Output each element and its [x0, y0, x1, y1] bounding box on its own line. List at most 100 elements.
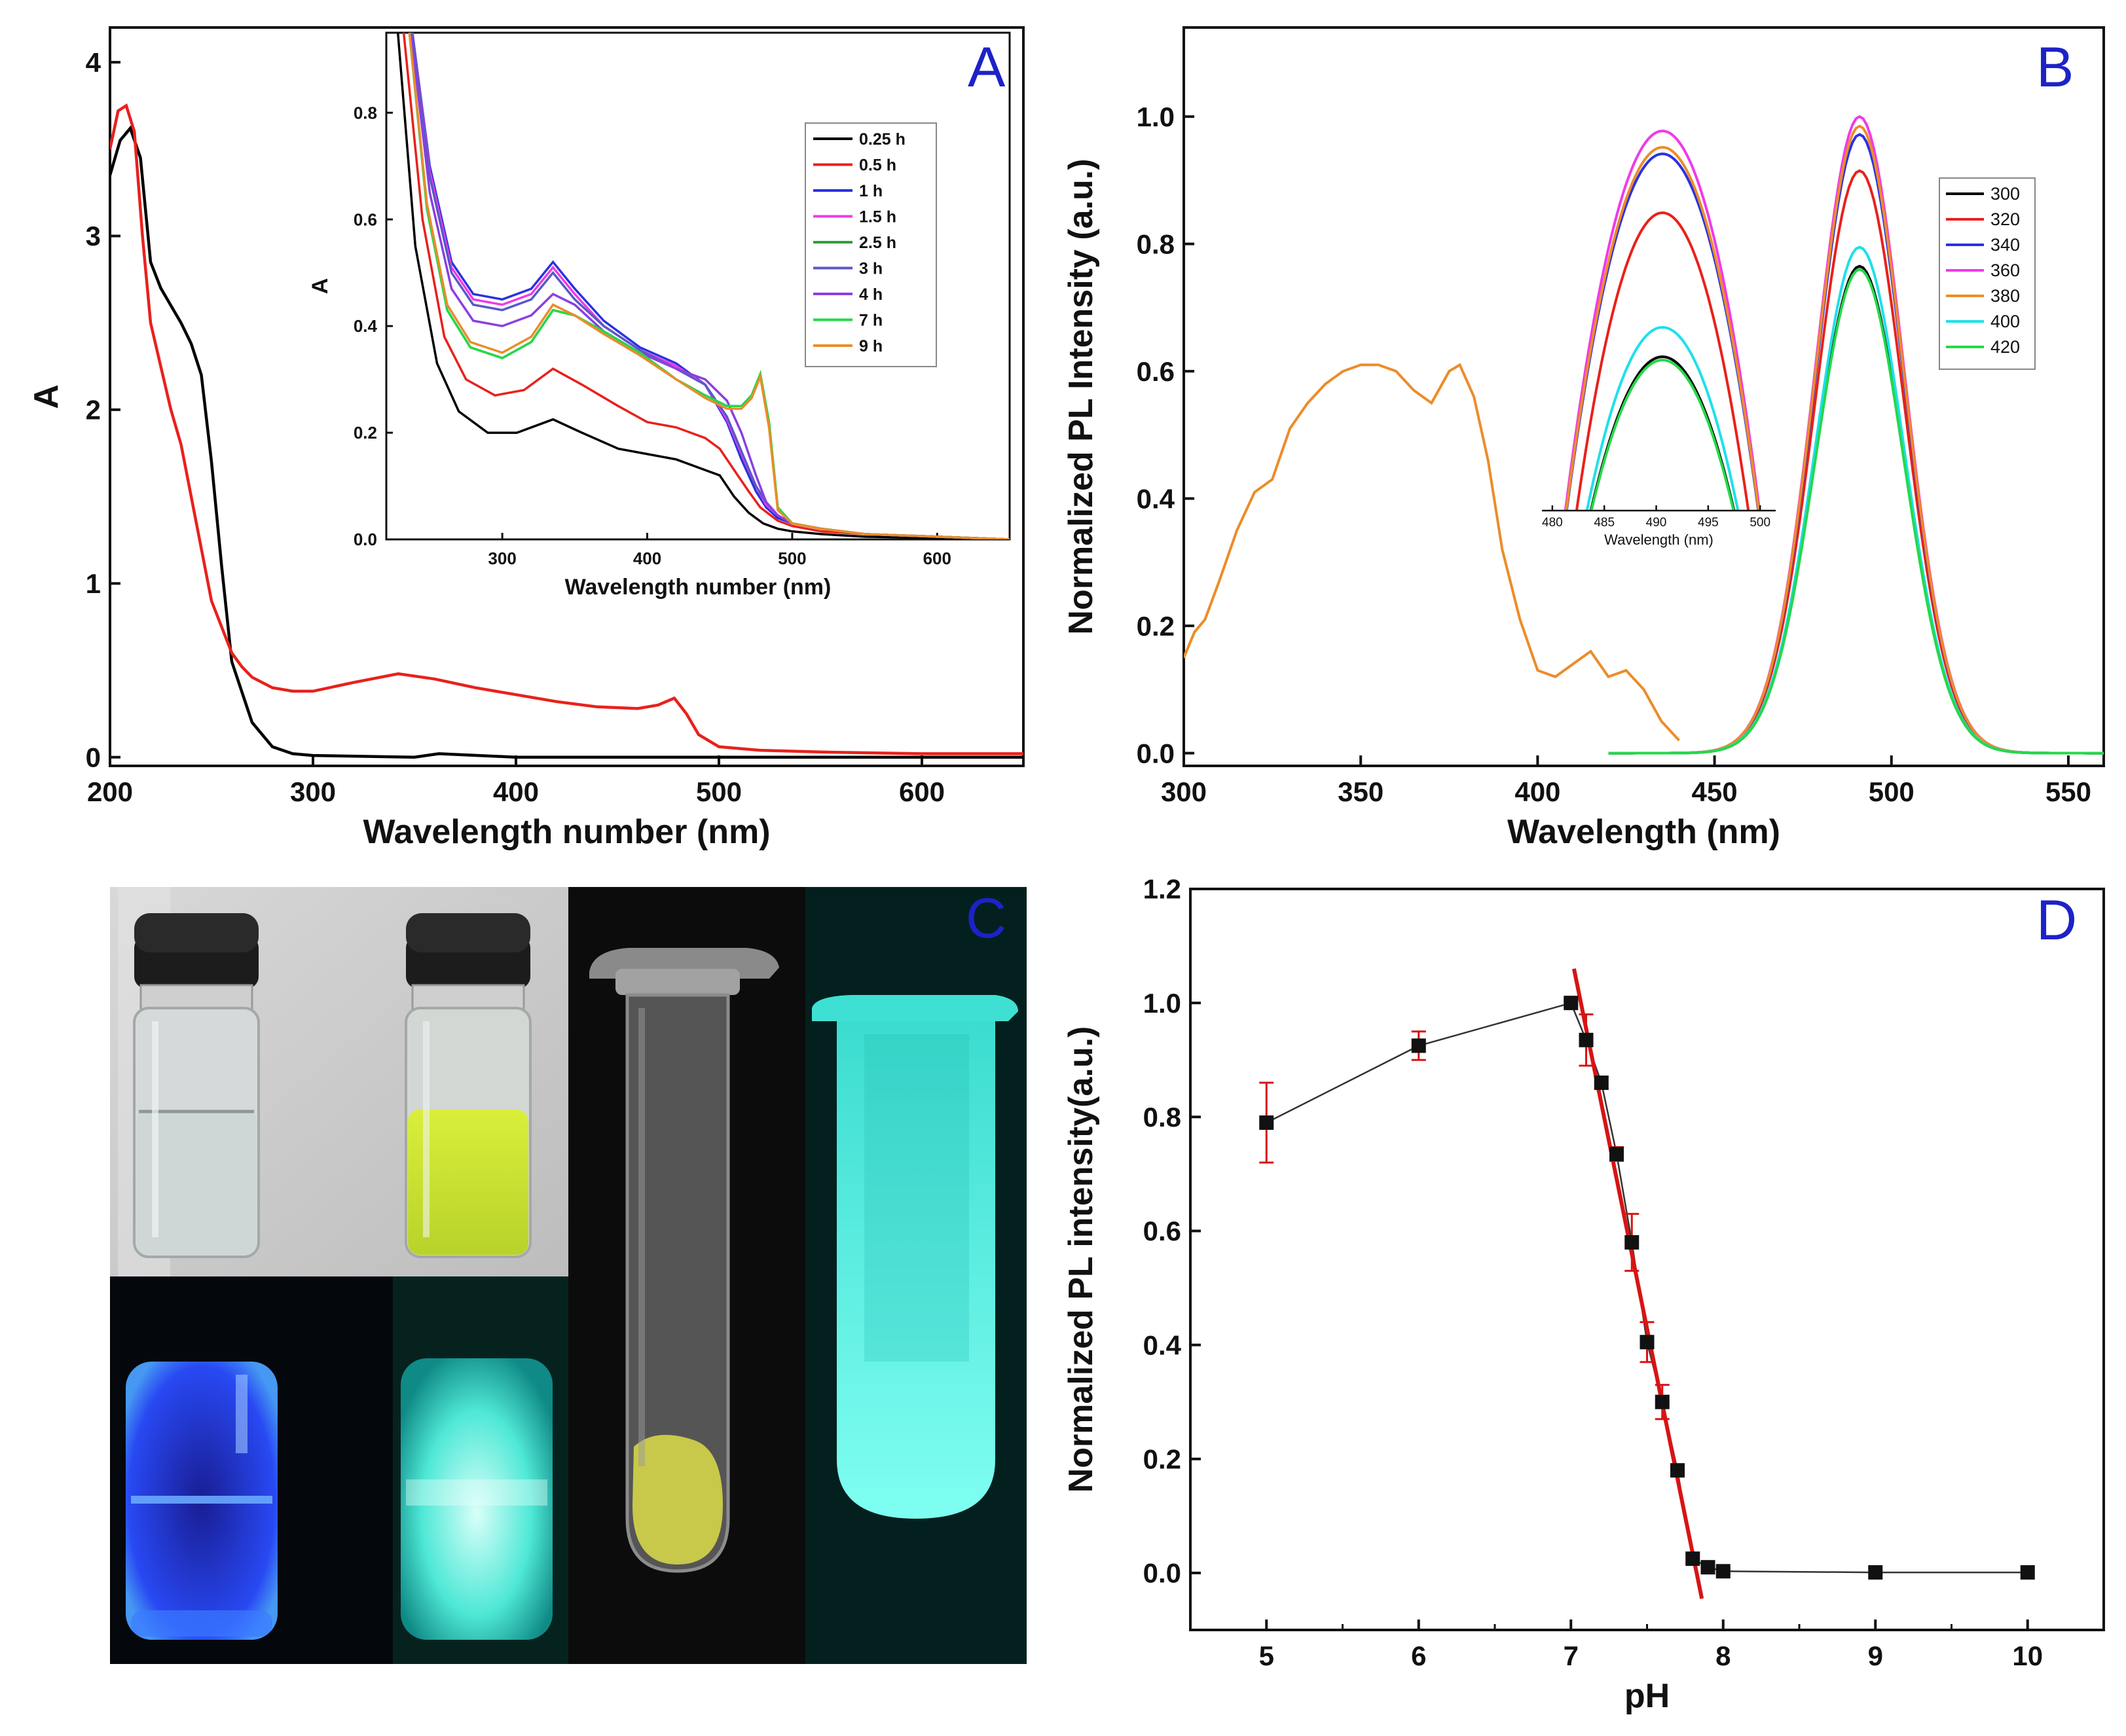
data-point-8	[1715, 1564, 1731, 1579]
y-tick-label-1.2: 1.2	[1143, 874, 1181, 905]
x-tick-label-600: 600	[923, 549, 951, 568]
data-point-7.1	[1579, 1032, 1594, 1047]
y-tick-label-0.8: 0.8	[1137, 228, 1175, 259]
data-point-7.7	[1670, 1463, 1685, 1478]
series-red	[110, 103, 1023, 755]
panel-b-legend: 300 320 340 360 380 400 420	[1939, 177, 2036, 370]
y-tick-label-0.2: 0.2	[354, 423, 377, 443]
legend-label-4 h: 4 h	[859, 285, 883, 304]
plot-frame	[1189, 888, 2105, 1631]
legend-label-360: 360	[1990, 261, 2020, 280]
x-axis-title: Wavelength number (nm)	[363, 813, 770, 851]
x-tick-label-550: 550	[2045, 776, 2091, 807]
y-tick-label-0.4: 0.4	[1143, 1329, 1182, 1360]
data-point-7.4	[1624, 1235, 1640, 1250]
legend-label-0.25 h: 0.25 h	[859, 130, 906, 149]
legend-box	[1939, 177, 2036, 370]
panel-b-axes: 300 350 400 450 500 550 0.0 0.2 0.4 0.6 0.8 1.0 Wave…	[1062, 26, 2105, 851]
legend-label-320: 320	[1990, 209, 2020, 229]
panel-c-label: C	[966, 887, 1006, 950]
data-point-6	[1411, 1038, 1426, 1053]
inset-emission-320	[1575, 211, 1750, 511]
plot-frame	[109, 26, 1025, 767]
y-tick-label-0.8: 0.8	[1143, 1102, 1181, 1132]
y-tick-label-0.0: 0.0	[1143, 1558, 1181, 1589]
x-axis-title: pH	[1624, 1677, 1670, 1715]
x-tick-label-300: 300	[1161, 776, 1207, 807]
x-tick-label-600: 600	[899, 776, 945, 807]
x-tick-label-8: 8	[1715, 1640, 1731, 1671]
vial-cyan-glow	[401, 1358, 553, 1640]
inset-x-tick-label-490: 490	[1646, 516, 1667, 530]
legend-label-1.5 h: 1.5 h	[859, 208, 896, 226]
plot-frame	[385, 31, 1011, 541]
x-tick-label-400: 400	[1514, 776, 1560, 807]
legend-label-420: 420	[1990, 337, 2020, 357]
y-tick-label-4: 4	[86, 47, 101, 78]
panel-d-axes: 5 6 7 8 9 10 0.0 0.2 0.4 0.6 0.8 1.0 1.2 pH Normalized…	[1062, 874, 2105, 1715]
legend-label-1 h: 1 h	[859, 182, 883, 200]
y-tick-label-2: 2	[86, 395, 101, 425]
data-line	[1266, 1002, 2028, 1574]
inset-series-group	[1564, 130, 1761, 511]
series-black	[110, 125, 1023, 759]
y-axis-title: Normalized PL Intensity (a.u.)	[1062, 158, 1100, 634]
vial-blue-glow	[126, 1362, 278, 1640]
legend-label-340: 340	[1990, 235, 2020, 255]
x-tick-label-200: 200	[87, 776, 133, 807]
y-tick-label-0.2: 0.2	[1143, 1443, 1181, 1474]
panel-b-inset: 480 485 490 495 500 Wavelength (nm)	[1542, 130, 1776, 548]
y-tick-label-0.6: 0.6	[1143, 1216, 1181, 1246]
panel-a-label: A	[968, 36, 1006, 99]
panel-b-label: B	[2036, 36, 2074, 99]
data-point-7	[1564, 996, 1579, 1011]
panel-d-label: D	[2036, 889, 2077, 952]
panel-d: 5 6 7 8 9 10 0.0 0.2 0.4 0.6 0.8 1.0 1.2 pH Normalized…	[1062, 874, 2105, 1715]
y-tick-label-0.8: 0.8	[354, 103, 377, 122]
plot-frame	[1182, 26, 2105, 767]
y-axis-title: A	[308, 278, 333, 295]
panel-c-photographs: C	[110, 887, 1027, 1664]
inset-emission-400	[1585, 326, 1740, 511]
x-tick-label-5: 5	[1259, 1640, 1274, 1671]
vial-clear	[133, 913, 260, 1258]
x-axis-title: Wavelength (nm)	[1507, 813, 1780, 851]
x-tick-label-400: 400	[633, 549, 661, 568]
photo-tube-daylight	[568, 887, 805, 1664]
inset-emission-300	[1589, 355, 1736, 511]
y-tick-label-0: 0	[86, 742, 101, 772]
legend-label-9 h: 9 h	[859, 337, 883, 355]
legend-label-2.5 h: 2.5 h	[859, 234, 896, 252]
data-point-9	[1868, 1565, 1883, 1580]
inset-series-group	[396, 33, 1010, 539]
y-tick-label-1: 1	[86, 568, 101, 599]
inset-x-tick-label-485: 485	[1594, 516, 1615, 530]
legend-label-300: 300	[1990, 184, 2020, 204]
panel-a-inset: 300 400 500 600 0.0 0.2 0.4 0.6 0.8 Wavelength nu…	[308, 31, 1011, 600]
photo-vials-daylight	[110, 887, 568, 1276]
y-tick-label-0.0: 0.0	[1137, 738, 1175, 769]
vial-yellow	[405, 913, 532, 1258]
x-tick-label-300: 300	[488, 549, 516, 568]
y-tick-label-3: 3	[86, 221, 101, 251]
inset-x-tick-label-500: 500	[1750, 516, 1770, 530]
y-tick-label-0.6: 0.6	[354, 209, 377, 229]
x-tick-label-500: 500	[1869, 776, 1915, 807]
panel-b: 300 350 400 450 500 550 0.0 0.2 0.4 0.6 0.8 1.0 Wave…	[1062, 26, 2105, 851]
data-point-10	[2020, 1565, 2035, 1580]
x-tick-label-6: 6	[1411, 1640, 1426, 1671]
legend-label-7 h: 7 h	[859, 312, 883, 330]
legend-label-0.5 h: 0.5 h	[859, 156, 896, 175]
panel-a-axes: 200 300 400 500 600 0 1 2 3 4 Wavelength number (n…	[27, 26, 1025, 851]
panel-a: 200 300 400 500 600 0 1 2 3 4 Wavelength number (n…	[27, 26, 1025, 851]
excitation-spectrum	[1184, 363, 1680, 742]
inset-emission-380	[1565, 146, 1760, 511]
data-point-7.9	[1700, 1560, 1715, 1575]
x-tick-label-300: 300	[290, 776, 336, 807]
inset-series-9 h	[408, 33, 1010, 539]
inset-series-0.5 h	[402, 33, 1010, 539]
legend-label-400: 400	[1990, 312, 2020, 331]
photo-vials-uv	[110, 1276, 568, 1664]
inset-x-tick-label-480: 480	[1542, 516, 1563, 530]
